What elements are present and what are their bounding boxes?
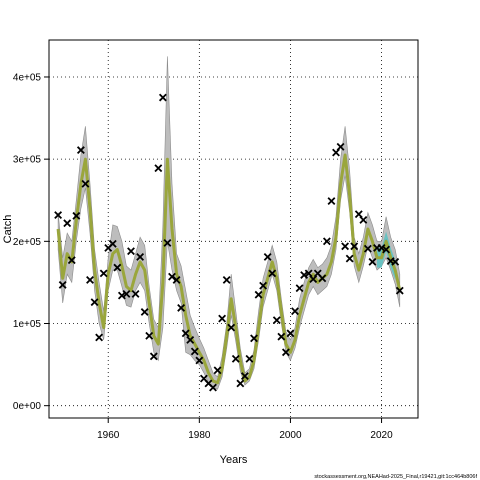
observed-point — [322, 237, 331, 246]
observed-point — [108, 239, 117, 248]
y-axis-title: Catch — [2, 215, 14, 244]
observed-point — [81, 179, 90, 188]
observed-point — [76, 146, 85, 155]
observed-point — [263, 253, 272, 261]
y-tick-label: 3e+05 — [13, 155, 42, 166]
observed-point — [268, 269, 277, 278]
observed-point — [145, 331, 154, 340]
observed-point — [368, 257, 377, 266]
observed-point — [345, 254, 354, 263]
y-axis: 0e+00 1e+05 2e+05 3e+05 4e+05 — [13, 72, 49, 412]
x-axis: 1960 1980 2000 2020 — [97, 418, 393, 441]
observed-catch-points — [54, 93, 404, 392]
observed-point — [281, 348, 290, 357]
footer-credit: stockassessment.org,NEAHad-2025_Final,r1… — [314, 474, 477, 480]
observed-point — [127, 247, 135, 256]
observed-point — [327, 197, 336, 205]
observed-point — [254, 290, 263, 299]
x-tick-label: 1960 — [97, 430, 120, 441]
observed-point — [136, 253, 145, 261]
observed-point — [154, 164, 163, 173]
observed-point — [359, 216, 368, 224]
observed-point — [341, 242, 350, 251]
observed-point — [209, 383, 217, 392]
observed-point — [163, 239, 172, 247]
observed-point — [122, 289, 131, 298]
observed-point — [336, 142, 345, 151]
observed-point — [250, 334, 258, 343]
observed-point — [113, 263, 122, 272]
observed-point — [67, 256, 76, 265]
observed-point — [95, 333, 104, 342]
observed-point — [350, 242, 359, 251]
y-tick-label: 4e+05 — [13, 72, 42, 83]
observed-point — [227, 323, 236, 332]
plot-frame — [48, 39, 419, 419]
observed-point — [391, 257, 400, 266]
x-tick-label: 2020 — [370, 430, 393, 441]
x-axis-title: Years — [220, 454, 248, 466]
observed-point — [72, 211, 81, 220]
observed-point — [149, 352, 158, 361]
observed-point — [63, 219, 72, 228]
x-tick-label: 2000 — [279, 430, 302, 441]
fitted-line — [56, 153, 402, 385]
observed-point — [295, 284, 304, 293]
observed-point — [286, 329, 295, 338]
observed-point — [158, 93, 167, 102]
observed-point — [363, 244, 372, 253]
observed-point — [318, 274, 327, 283]
observed-point — [236, 379, 245, 388]
observed-point — [131, 289, 140, 298]
observed-point — [272, 316, 281, 325]
observed-point — [240, 372, 249, 381]
observed-point — [117, 291, 126, 300]
observed-point — [300, 271, 309, 279]
observed-point — [395, 286, 404, 295]
observed-point — [54, 211, 63, 219]
observed-point — [177, 303, 186, 312]
observed-point — [231, 354, 240, 363]
observed-point — [213, 366, 222, 375]
observed-point — [99, 269, 108, 278]
observed-point — [259, 281, 268, 290]
y-tick-label: 0e+00 — [13, 401, 42, 412]
observed-point — [190, 347, 199, 356]
observed-point — [245, 354, 254, 363]
observed-point — [382, 245, 391, 254]
y-tick-label: 1e+05 — [13, 319, 42, 330]
observed-point — [291, 307, 299, 316]
fitted-catch-line — [56, 153, 402, 385]
observed-point — [186, 335, 195, 344]
observed-point — [172, 276, 181, 284]
x-tick-label: 1980 — [188, 430, 211, 441]
observed-point — [377, 243, 386, 252]
observed-point — [90, 298, 99, 307]
observed-point — [58, 280, 67, 289]
observed-point — [195, 356, 204, 365]
observed-point — [277, 332, 286, 341]
y-tick-label: 2e+05 — [13, 237, 42, 248]
observed-point — [140, 308, 149, 316]
observed-point — [222, 276, 231, 284]
observed-point — [181, 329, 190, 338]
observed-point — [218, 314, 227, 323]
observed-point — [86, 276, 94, 284]
